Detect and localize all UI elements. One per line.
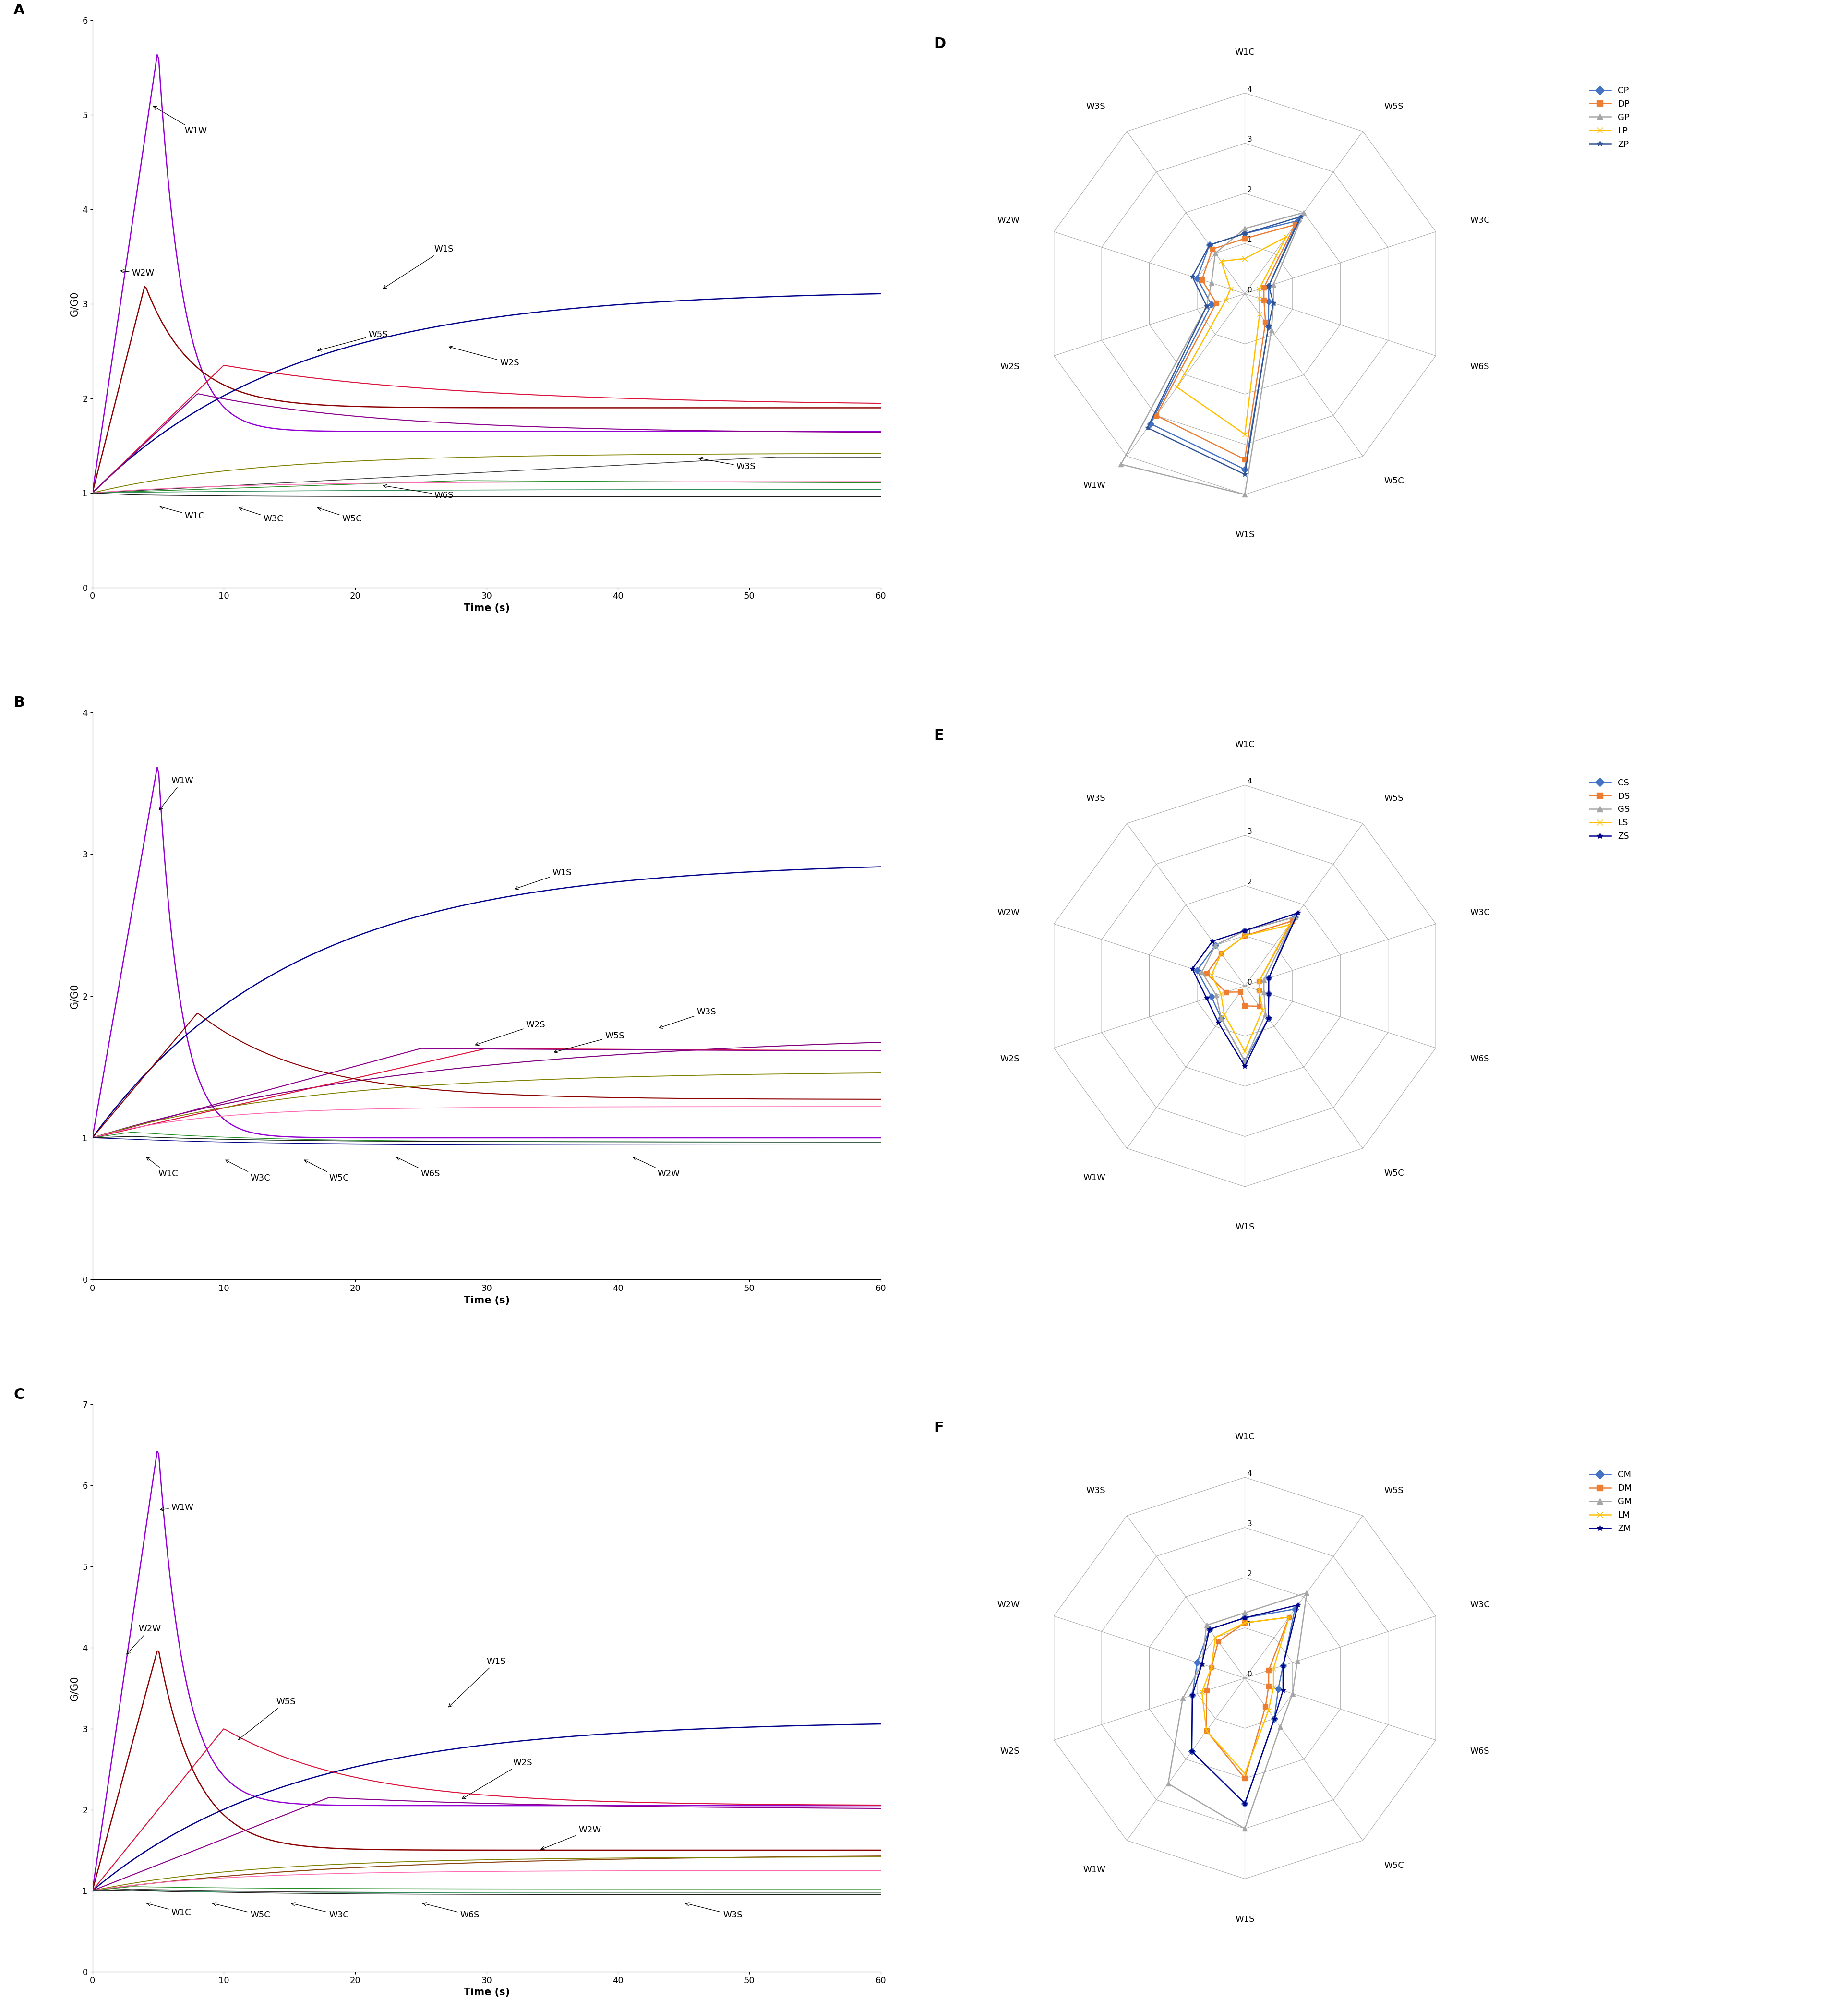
Text: W1W: W1W xyxy=(1083,1865,1105,1873)
Text: W2S: W2S xyxy=(449,346,519,366)
Text: 3: 3 xyxy=(1247,137,1251,143)
Text: W2W: W2W xyxy=(120,270,155,278)
Text: W1S: W1S xyxy=(1234,531,1255,539)
Text: W5C: W5C xyxy=(318,507,362,523)
Text: W1C: W1C xyxy=(146,1903,190,1917)
Text: W1C: W1C xyxy=(161,505,205,521)
Text: B: B xyxy=(13,696,24,710)
Text: W3C: W3C xyxy=(1471,215,1489,225)
Text: 1: 1 xyxy=(1247,1620,1251,1628)
Text: F: F xyxy=(933,1420,944,1435)
Text: W1S: W1S xyxy=(1234,1915,1255,1923)
Text: W5C: W5C xyxy=(1384,1861,1404,1869)
Text: W6S: W6S xyxy=(1471,1746,1489,1756)
Text: W3C: W3C xyxy=(1471,907,1489,917)
Y-axis label: G/G0: G/G0 xyxy=(70,1676,79,1700)
Text: W6S: W6S xyxy=(1471,362,1489,372)
Text: 0: 0 xyxy=(1247,286,1251,294)
Text: W1C: W1C xyxy=(1234,740,1255,748)
Text: W1W: W1W xyxy=(159,777,194,811)
Legend: CM, DM, GM, LM, ZM: CM, DM, GM, LM, ZM xyxy=(1589,1471,1632,1533)
Text: W1S: W1S xyxy=(383,245,453,288)
Text: W3S: W3S xyxy=(1087,1487,1105,1495)
Legend: CS, DS, GS, LS, ZS: CS, DS, GS, LS, ZS xyxy=(1589,779,1630,841)
Text: W1S: W1S xyxy=(1234,1223,1255,1231)
Text: W1C: W1C xyxy=(1234,48,1255,56)
Text: W1W: W1W xyxy=(1083,481,1105,489)
Text: W2S: W2S xyxy=(462,1758,532,1799)
Text: W1C: W1C xyxy=(1234,1433,1255,1441)
Text: W2W: W2W xyxy=(541,1825,601,1849)
Text: 2: 2 xyxy=(1247,879,1251,885)
Text: A: A xyxy=(13,4,24,18)
Text: W3S: W3S xyxy=(699,457,756,471)
Text: W2S: W2S xyxy=(1000,1054,1020,1064)
X-axis label: Time (s): Time (s) xyxy=(464,604,510,614)
Text: W2S: W2S xyxy=(475,1020,545,1046)
Y-axis label: G/G0: G/G0 xyxy=(70,292,79,316)
Text: W3C: W3C xyxy=(238,507,283,523)
Text: E: E xyxy=(933,728,944,742)
Text: 1: 1 xyxy=(1247,235,1251,243)
Text: 1: 1 xyxy=(1247,928,1251,936)
Legend: CP, DP, GP, LP, ZP: CP, DP, GP, LP, ZP xyxy=(1589,87,1630,149)
Text: W6S: W6S xyxy=(383,485,453,499)
Text: 4: 4 xyxy=(1247,87,1251,93)
Text: W6S: W6S xyxy=(423,1903,480,1919)
Text: W2W: W2W xyxy=(128,1624,161,1654)
Text: W2W: W2W xyxy=(998,215,1020,225)
Text: W3C: W3C xyxy=(225,1161,270,1183)
Text: 3: 3 xyxy=(1247,829,1251,835)
Text: W5S: W5S xyxy=(318,330,388,352)
Text: W5S: W5S xyxy=(238,1698,296,1740)
Text: W2W: W2W xyxy=(998,907,1020,917)
Text: W5C: W5C xyxy=(213,1903,270,1919)
Text: W2S: W2S xyxy=(1000,1746,1020,1756)
Text: W2W: W2W xyxy=(632,1157,680,1177)
Text: W2W: W2W xyxy=(998,1600,1020,1610)
Text: W6S: W6S xyxy=(395,1157,440,1177)
Text: D: D xyxy=(933,36,946,50)
Text: W5C: W5C xyxy=(305,1161,349,1183)
Y-axis label: G/G0: G/G0 xyxy=(70,984,79,1008)
Text: 2: 2 xyxy=(1247,1571,1251,1577)
Text: W5S: W5S xyxy=(1384,1487,1403,1495)
Text: W3C: W3C xyxy=(292,1903,349,1919)
Text: W5S: W5S xyxy=(1384,103,1403,111)
Text: W1W: W1W xyxy=(153,107,207,135)
Text: W3S: W3S xyxy=(686,1903,743,1919)
Text: 0: 0 xyxy=(1247,1670,1251,1678)
Text: W3C: W3C xyxy=(1471,1600,1489,1610)
Text: W3S: W3S xyxy=(1087,103,1105,111)
Text: W1W: W1W xyxy=(161,1503,194,1511)
Text: W1S: W1S xyxy=(516,869,571,889)
Text: W2S: W2S xyxy=(1000,362,1020,372)
Text: 3: 3 xyxy=(1247,1521,1251,1527)
Text: C: C xyxy=(13,1388,24,1402)
X-axis label: Time (s): Time (s) xyxy=(464,1296,510,1306)
Text: 4: 4 xyxy=(1247,779,1251,785)
Text: W6S: W6S xyxy=(1471,1054,1489,1064)
Text: 2: 2 xyxy=(1247,187,1251,193)
Text: W1S: W1S xyxy=(449,1658,506,1706)
Text: W5C: W5C xyxy=(1384,1169,1404,1177)
Text: W5C: W5C xyxy=(1384,477,1404,485)
X-axis label: Time (s): Time (s) xyxy=(464,1988,510,1998)
Text: 0: 0 xyxy=(1247,978,1251,986)
Text: W5S: W5S xyxy=(554,1032,625,1052)
Text: W5S: W5S xyxy=(1384,795,1403,803)
Text: W3S: W3S xyxy=(660,1008,717,1028)
Text: W1W: W1W xyxy=(1083,1173,1105,1181)
Text: W3S: W3S xyxy=(1087,795,1105,803)
Text: W1C: W1C xyxy=(146,1157,177,1177)
Text: 4: 4 xyxy=(1247,1471,1251,1477)
